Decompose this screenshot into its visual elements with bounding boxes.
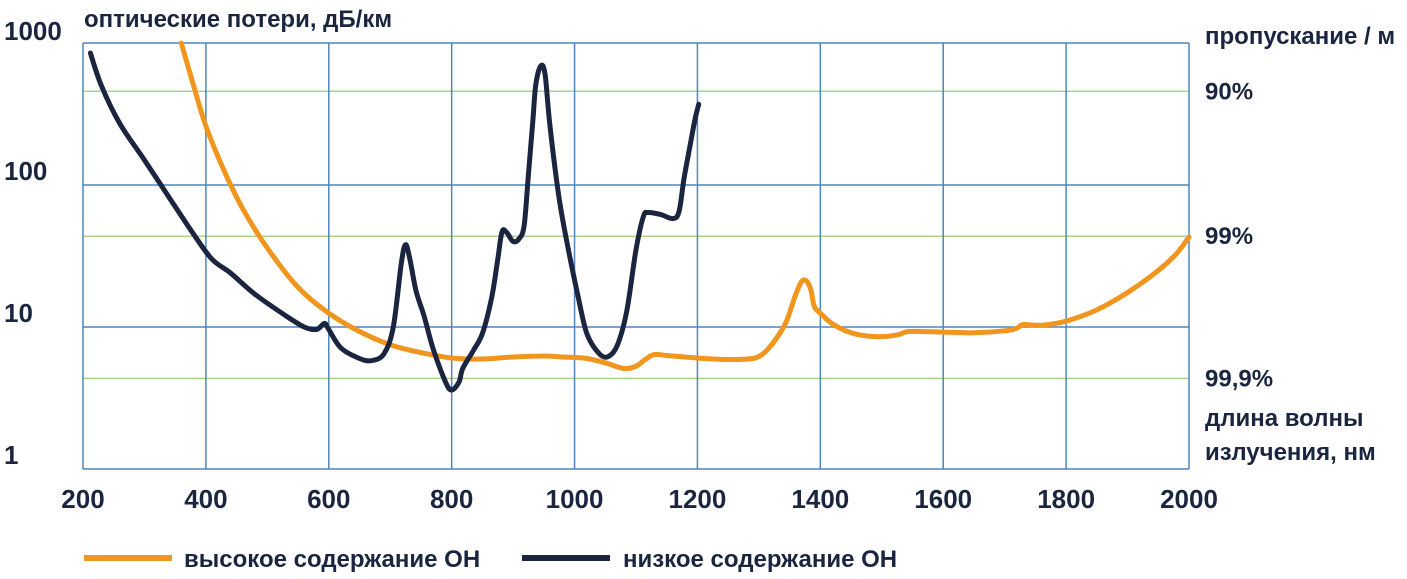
- gridlines: [82, 42, 1190, 470]
- y-tick-label: 1000: [4, 16, 62, 46]
- y-tick-label: 10: [4, 298, 33, 328]
- transmission-tick-label: 90%: [1205, 78, 1253, 105]
- x-tick-label: 1600: [914, 484, 972, 514]
- transmission-gridlines: [83, 90, 1189, 380]
- x-axis-label-line1: длина волны: [1205, 405, 1363, 432]
- x-tick-label: 800: [430, 484, 473, 514]
- y-tick-label: 1: [4, 440, 18, 470]
- x-tick-label: 1800: [1037, 484, 1095, 514]
- x-tick-label: 1200: [669, 484, 727, 514]
- transmission-tick-label: 99,9%: [1205, 365, 1273, 392]
- right-axis-label: пропускание / м: [1205, 23, 1395, 50]
- x-tick-label: 2000: [1160, 484, 1218, 514]
- transmission-tick-label: 99%: [1205, 223, 1253, 250]
- x-axis-label-line2: излучения, нм: [1205, 439, 1376, 466]
- legend-label-low-oh: низкое содержание OH: [623, 546, 897, 573]
- x-tick-label: 400: [184, 484, 227, 514]
- series-layer: [87, 40, 1192, 393]
- legend-label-high-oh: высокое содержание OH: [184, 546, 480, 573]
- y-tick-label: 100: [4, 156, 47, 186]
- tick-labels: 90% 99% 99,9% 200 400 600 800 1000 1200 1400 1600 1…: [4, 16, 1273, 514]
- x-tick-label: 200: [61, 484, 104, 514]
- y-axis-label: оптические потери, дБ/км: [84, 6, 392, 33]
- x-tick-label: 1400: [791, 484, 849, 514]
- x-tick-label: 1000: [546, 484, 604, 514]
- legend: высокое содержание OH низкое содержание …: [84, 546, 897, 573]
- x-tick-label: 600: [307, 484, 350, 514]
- series-line-low-oh: [87, 50, 702, 393]
